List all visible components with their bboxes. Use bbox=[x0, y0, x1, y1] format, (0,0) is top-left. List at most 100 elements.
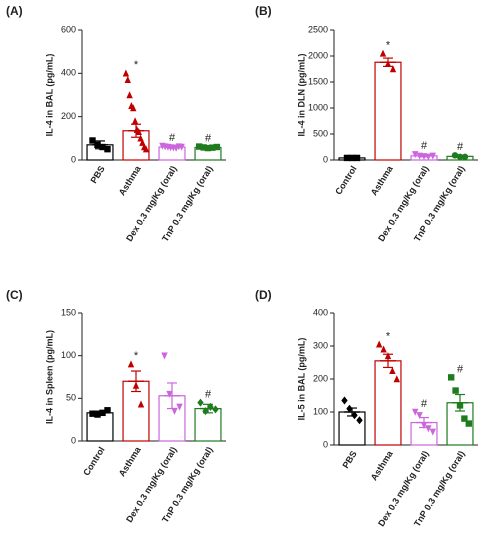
y-tick-label: 600 bbox=[61, 24, 76, 34]
panel: (B) IL-4 in DLN (pg/mL) 0 500 1000 1500 2000 25… bbox=[255, 4, 478, 243]
data-point bbox=[94, 411, 101, 418]
data-point bbox=[202, 407, 209, 416]
data-point bbox=[166, 390, 173, 398]
data-point bbox=[461, 415, 468, 422]
data-point bbox=[132, 381, 140, 389]
y-tick-label: 400 bbox=[313, 307, 328, 317]
data-point bbox=[207, 402, 214, 411]
data-point bbox=[379, 49, 387, 57]
data-point bbox=[353, 154, 361, 162]
annotation: # bbox=[457, 363, 464, 375]
data-point bbox=[456, 402, 464, 409]
data-point bbox=[124, 76, 131, 84]
data-point bbox=[161, 352, 168, 360]
y-tick-label: 1000 bbox=[308, 102, 328, 112]
data-point bbox=[126, 91, 133, 99]
annotation: # bbox=[421, 140, 428, 152]
annotation: # bbox=[169, 132, 176, 144]
y-axis-label: IL-4 in Spleen (pg/mL) bbox=[44, 330, 54, 424]
y-tick-label: 2500 bbox=[308, 24, 328, 34]
data-point bbox=[346, 404, 353, 413]
annotation: # bbox=[457, 141, 464, 153]
x-tick-label: PBS bbox=[88, 164, 106, 185]
annotation: * bbox=[386, 330, 391, 342]
bar bbox=[338, 411, 366, 446]
data-point bbox=[420, 153, 428, 161]
panel-label: (D) bbox=[255, 288, 272, 302]
panel-label: (A) bbox=[6, 4, 23, 18]
data-point bbox=[135, 128, 142, 136]
data-point bbox=[384, 60, 392, 67]
data-point bbox=[104, 407, 111, 414]
data-point bbox=[127, 360, 135, 368]
x-tick-label: Asthma bbox=[369, 448, 395, 482]
y-tick-label: 200 bbox=[313, 373, 328, 383]
y-tick-label: 400 bbox=[61, 68, 76, 78]
data-point bbox=[384, 352, 392, 360]
data-point bbox=[171, 407, 178, 415]
y-tick-label: 0 bbox=[71, 154, 76, 164]
data-point bbox=[204, 144, 212, 152]
data-point bbox=[104, 145, 111, 153]
y-tick-label: 100 bbox=[313, 406, 328, 416]
panel-label: (C) bbox=[6, 288, 23, 302]
data-point bbox=[376, 340, 383, 348]
data-point bbox=[348, 154, 356, 162]
annotation: # bbox=[205, 132, 212, 144]
data-point bbox=[451, 152, 459, 159]
annotation: # bbox=[205, 389, 212, 401]
x-tick-label: Asthma bbox=[117, 163, 143, 197]
y-tick-label: 0 bbox=[323, 154, 328, 164]
data-point bbox=[416, 152, 423, 160]
data-point bbox=[412, 408, 419, 416]
data-point bbox=[389, 65, 397, 73]
y-axis-label: IL-4 in DLN (pg/mL) bbox=[296, 54, 306, 137]
y-tick-label: 100 bbox=[61, 350, 76, 360]
data-point bbox=[89, 410, 96, 417]
y-tick-label: 0 bbox=[323, 439, 328, 449]
data-point bbox=[99, 143, 106, 151]
data-point bbox=[452, 387, 459, 394]
panel: (C) IL-4 in Spleen (pg/mL) 0 50 100 150 Contro… bbox=[6, 288, 226, 524]
data-point bbox=[94, 141, 101, 149]
data-point bbox=[122, 69, 130, 77]
data-point bbox=[380, 345, 387, 353]
data-point bbox=[420, 422, 428, 429]
x-tick-label: Control bbox=[81, 445, 106, 477]
data-point bbox=[89, 137, 96, 144]
data-point bbox=[343, 154, 351, 162]
y-tick-label: 300 bbox=[313, 340, 328, 350]
bar bbox=[374, 360, 402, 446]
data-point bbox=[197, 398, 204, 407]
data-point bbox=[425, 425, 432, 433]
data-point bbox=[178, 143, 185, 151]
y-axis-label: IL-4 in BAL (pg/mL) bbox=[44, 54, 54, 137]
data-point bbox=[209, 144, 216, 151]
y-tick-label: 50 bbox=[66, 393, 76, 403]
data-point bbox=[416, 412, 423, 420]
y-tick-label: 0 bbox=[71, 435, 76, 445]
data-point bbox=[351, 411, 358, 420]
data-point bbox=[456, 153, 464, 161]
annotation: * bbox=[134, 350, 139, 362]
y-tick-label: 1500 bbox=[308, 76, 328, 86]
data-point bbox=[448, 374, 455, 381]
annotation: * bbox=[134, 59, 139, 71]
data-point bbox=[461, 153, 469, 161]
data-point bbox=[176, 403, 183, 411]
data-point bbox=[341, 396, 348, 405]
data-point bbox=[389, 366, 396, 374]
y-axis-label: IL-5 in BAL (pg/mL) bbox=[296, 338, 306, 421]
data-point bbox=[130, 104, 137, 112]
panel: (A) IL-4 in BAL (pg/mL) 0 200 400 600 PBS * Asth… bbox=[6, 4, 226, 243]
data-point bbox=[99, 409, 106, 417]
data-point bbox=[137, 400, 145, 408]
y-tick-label: 500 bbox=[313, 128, 328, 138]
data-point bbox=[429, 428, 436, 436]
x-tick-label: PBS bbox=[340, 449, 358, 470]
y-tick-label: 200 bbox=[61, 111, 76, 121]
data-point bbox=[142, 145, 150, 153]
data-point bbox=[393, 375, 400, 383]
data-point bbox=[425, 153, 432, 161]
